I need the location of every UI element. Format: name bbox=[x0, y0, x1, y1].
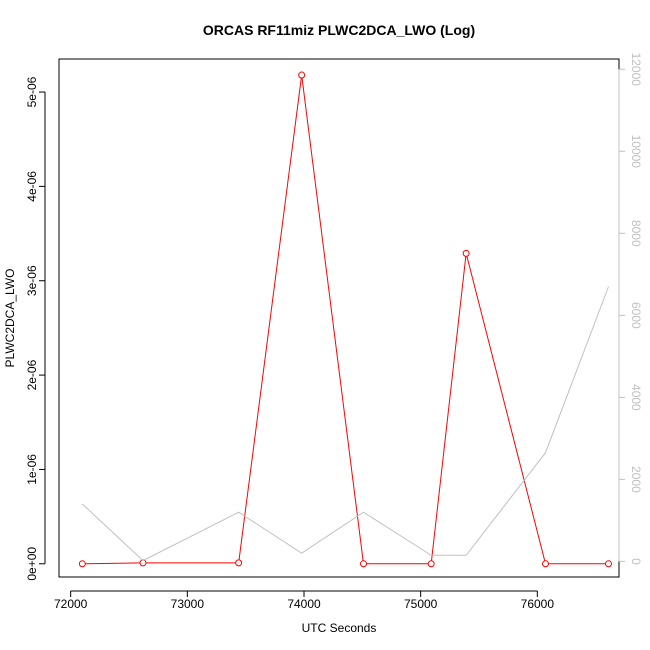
x-tick-label: 75000 bbox=[404, 597, 438, 611]
y2-tick-label: 2000 bbox=[629, 466, 643, 493]
series-line-segment bbox=[85, 562, 141, 565]
chart-title: ORCAS RF11miz PLWC2DCA_LWO (Log) bbox=[203, 22, 475, 38]
x-tick-label: 72000 bbox=[54, 597, 88, 611]
secondary-series-line bbox=[81, 286, 609, 562]
series-layer bbox=[78, 71, 612, 568]
y2-tick-label: 8000 bbox=[629, 220, 643, 247]
y-tick-label: 4e-06 bbox=[25, 171, 39, 202]
data-point-marker bbox=[298, 71, 306, 79]
data-point-marker bbox=[235, 559, 243, 567]
data-point-marker bbox=[360, 560, 367, 568]
y-tick-label: 2e-06 bbox=[25, 359, 39, 390]
axes-layer: 72000 73000 74000 75000 76000 0e+00 1e-06 2e-06… bbox=[25, 53, 643, 611]
data-point-marker bbox=[462, 249, 470, 257]
data-point-marker bbox=[605, 560, 612, 568]
x-axis-label: UTC Seconds bbox=[302, 621, 377, 635]
series-line-segment bbox=[238, 77, 302, 560]
y-tick-label: 3e-06 bbox=[25, 265, 39, 296]
data-point-marker bbox=[139, 559, 147, 567]
y-axis-label: PLWC2DCA_LWO bbox=[3, 269, 17, 368]
data-point-marker bbox=[542, 560, 549, 568]
x-tick-label: 76000 bbox=[521, 597, 555, 611]
y2-tick-label: 4000 bbox=[629, 384, 643, 411]
x-tick-label: 74000 bbox=[287, 597, 321, 611]
y2-tick-label: 12000 bbox=[629, 53, 643, 87]
y-tick-label: 5e-06 bbox=[25, 76, 39, 107]
data-point-marker bbox=[427, 560, 435, 568]
data-point-marker bbox=[78, 560, 86, 568]
series-line-segment bbox=[466, 256, 546, 562]
y2-tick-label: 0 bbox=[629, 558, 643, 565]
y2-tick-label: 6000 bbox=[629, 302, 643, 329]
y-tick-label: 0e+00 bbox=[25, 547, 39, 581]
y-tick-label: 1e-06 bbox=[25, 454, 39, 485]
series-line-segment bbox=[431, 256, 467, 561]
series-line-segment bbox=[301, 77, 364, 561]
y2-tick-label: 10000 bbox=[629, 135, 643, 169]
x-tick-label: 73000 bbox=[171, 597, 205, 611]
